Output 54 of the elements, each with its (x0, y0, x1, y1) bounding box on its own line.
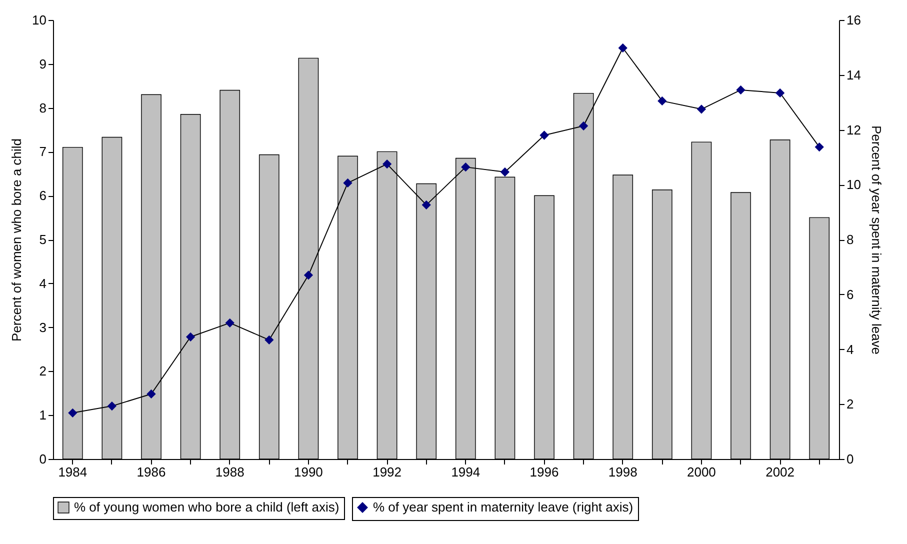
point (736, 86, 745, 94)
y-tick-label: 10 (32, 12, 46, 28)
y-tick-label: 7 (39, 144, 46, 160)
x-tick-label: 1994 (451, 464, 480, 480)
point (618, 44, 628, 52)
y2-tick-label: 6 (846, 286, 854, 302)
y-tick-label: 0 (39, 452, 46, 466)
y2-tick-label: 8 (846, 232, 854, 247)
point (186, 332, 195, 342)
y-tick-label: 3 (39, 320, 46, 335)
point (422, 200, 431, 210)
point (658, 96, 666, 106)
point (304, 271, 313, 280)
point (500, 168, 510, 176)
x-tick-label: 1986 (136, 464, 166, 480)
y2-tick-label: 16 (846, 12, 861, 28)
x-tick-label: 1992 (372, 464, 402, 480)
point (579, 122, 588, 130)
x-tick-label: 1998 (608, 464, 638, 480)
point (226, 318, 234, 328)
point (697, 105, 706, 114)
point (108, 402, 116, 410)
x-tick-label: 1988 (215, 464, 244, 480)
x-tick-label: 1990 (294, 464, 323, 480)
point (344, 178, 352, 188)
legend-label: % of year spent in maternity leave (right axis) (373, 500, 634, 514)
point (382, 160, 392, 168)
x-tick-label: 1984 (58, 464, 88, 480)
y2-tick-label: 14 (846, 67, 861, 82)
y-tick-label: 9 (39, 56, 46, 72)
y-tick-label: 4 (39, 276, 46, 291)
point (147, 390, 156, 398)
x-tick-label: 2000 (686, 464, 716, 480)
x-tick-label: 1996 (530, 464, 559, 480)
point (540, 131, 548, 140)
point (776, 88, 784, 98)
point (264, 336, 274, 344)
y-axis-title: Percent of women who bore a child (9, 138, 24, 342)
y-tick-label: 6 (39, 188, 46, 204)
legend-label: % of young women who bore a child (left axis) (74, 500, 340, 514)
y-tick-label: 5 (39, 232, 46, 247)
y-tick-label: 8 (39, 100, 46, 116)
y-tick-label: 1 (39, 408, 46, 423)
point (815, 142, 824, 152)
y2-tick-label: 4 (846, 342, 854, 357)
y2-tick-label: 10 (846, 177, 861, 192)
point (461, 162, 470, 172)
y2-tick-label: 2 (846, 396, 854, 412)
x-tick-label: 2002 (766, 464, 795, 480)
y-tick-label: 2 (39, 364, 46, 379)
y2-tick-label: 0 (846, 452, 854, 466)
y2-axis-title: Percent of year spent in maternity leave (868, 125, 884, 355)
y2-tick-label: 12 (846, 122, 861, 138)
point (68, 408, 77, 418)
